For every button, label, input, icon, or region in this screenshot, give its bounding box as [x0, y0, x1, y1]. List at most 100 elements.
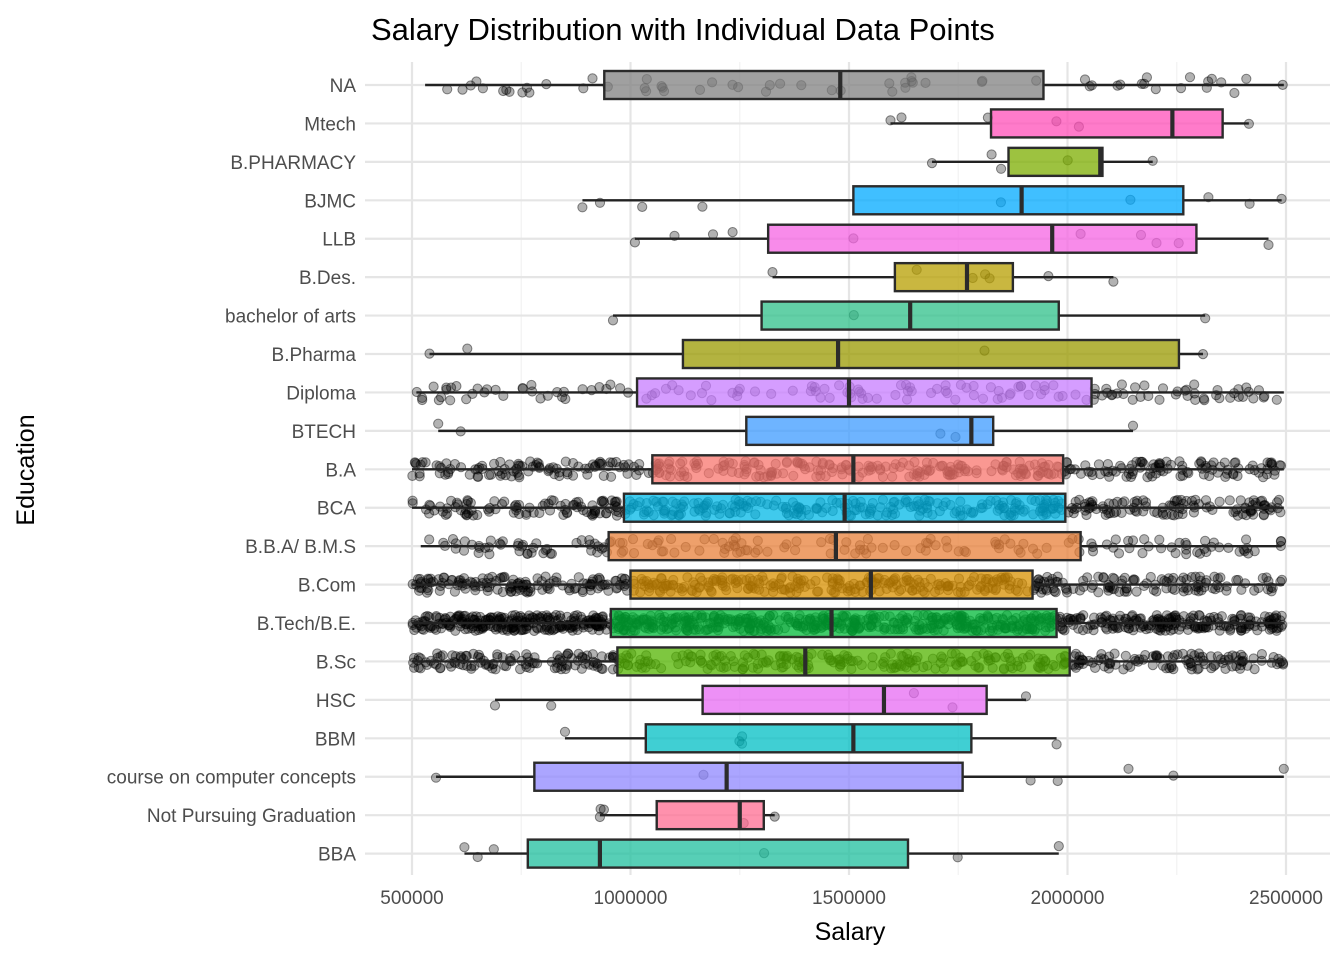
data-point [1204, 470, 1215, 482]
data-point [560, 456, 571, 467]
data-point [498, 85, 509, 97]
data-point [459, 842, 470, 853]
data-point [1077, 625, 1089, 636]
x-tick-label: 2500000 [1249, 888, 1323, 909]
data-point [1235, 610, 1246, 621]
y-tick-label: LLB [322, 230, 356, 251]
data-point [489, 700, 501, 711]
y-tick-label: B.Des. [299, 268, 356, 289]
data-point [1154, 534, 1165, 545]
iqr-box [701, 684, 988, 716]
iqr-box [989, 108, 1224, 139]
data-point [425, 573, 436, 584]
data-point [1206, 73, 1217, 84]
data-point [461, 510, 472, 521]
data-point [1126, 611, 1137, 622]
data-point [592, 547, 603, 558]
data-point [545, 548, 556, 559]
iqr-box [609, 607, 1058, 639]
data-point [548, 612, 559, 623]
data-point [1186, 648, 1197, 660]
data-point [473, 547, 484, 559]
data-point [515, 664, 526, 675]
data-point [568, 613, 580, 624]
data-point [634, 459, 645, 470]
data-point [432, 648, 443, 659]
data-point [1166, 662, 1177, 673]
data-point [505, 586, 516, 597]
data-point [447, 534, 459, 545]
data-point [417, 394, 428, 406]
data-point [1194, 548, 1206, 559]
y-tick-label: B.Pharma [272, 345, 357, 366]
data-point [1124, 543, 1135, 554]
data-point [1051, 739, 1062, 750]
data-point [1198, 393, 1209, 404]
data-point [1177, 470, 1189, 481]
data-point [489, 458, 500, 469]
data-point [499, 496, 510, 507]
data-point [445, 395, 456, 406]
data-point [529, 625, 540, 637]
data-point [566, 622, 577, 633]
data-point [497, 586, 508, 598]
data-point [516, 624, 528, 635]
y-tick-label: BBA [318, 845, 356, 866]
data-point [1232, 470, 1243, 482]
data-point [524, 87, 535, 98]
data-point [410, 457, 421, 469]
data-point [433, 418, 444, 429]
data-point [1107, 465, 1118, 476]
data-point [611, 456, 622, 468]
data-point [1131, 586, 1142, 597]
data-point [509, 625, 520, 636]
data-point [446, 661, 457, 672]
data-point [1186, 495, 1198, 506]
data-point [1200, 535, 1211, 547]
data-point [506, 471, 517, 482]
data-point [1114, 622, 1125, 633]
data-point [1121, 586, 1133, 597]
data-point [542, 612, 553, 623]
data-point [1074, 494, 1085, 505]
data-point [1181, 549, 1192, 560]
data-point [1225, 623, 1236, 635]
data-point [1198, 623, 1209, 634]
data-point [414, 471, 425, 482]
y-tick-label: NA [330, 76, 357, 97]
data-point [1271, 394, 1282, 405]
data-point [1136, 456, 1147, 467]
data-point [1266, 657, 1277, 668]
data-point [1139, 580, 1150, 592]
data-point [532, 573, 543, 584]
y-tick-label: Diploma [286, 383, 356, 404]
data-point [1271, 610, 1282, 621]
data-point [1216, 611, 1227, 622]
data-point [606, 495, 617, 506]
box-1 [425, 69, 1284, 101]
data-point [1132, 495, 1143, 506]
data-point [526, 547, 537, 558]
data-point [1248, 393, 1259, 404]
data-point [1229, 457, 1240, 469]
data-point [1050, 587, 1061, 598]
data-point [1186, 660, 1197, 672]
data-point [587, 510, 598, 521]
data-point [1042, 571, 1053, 583]
data-point [1119, 572, 1130, 584]
data-point [428, 381, 439, 392]
data-point [514, 508, 525, 520]
y-tick-label: BJMC [304, 191, 356, 212]
data-point [1263, 239, 1274, 250]
data-point [472, 509, 483, 521]
x-tick-label: 500000 [380, 888, 443, 909]
data-point [1154, 458, 1165, 469]
data-point [1277, 619, 1288, 631]
data-point [1137, 548, 1148, 559]
data-point [1181, 495, 1192, 507]
data-point [407, 470, 418, 481]
data-point [1264, 612, 1275, 623]
data-point [1123, 763, 1134, 774]
data-point [1171, 496, 1182, 507]
